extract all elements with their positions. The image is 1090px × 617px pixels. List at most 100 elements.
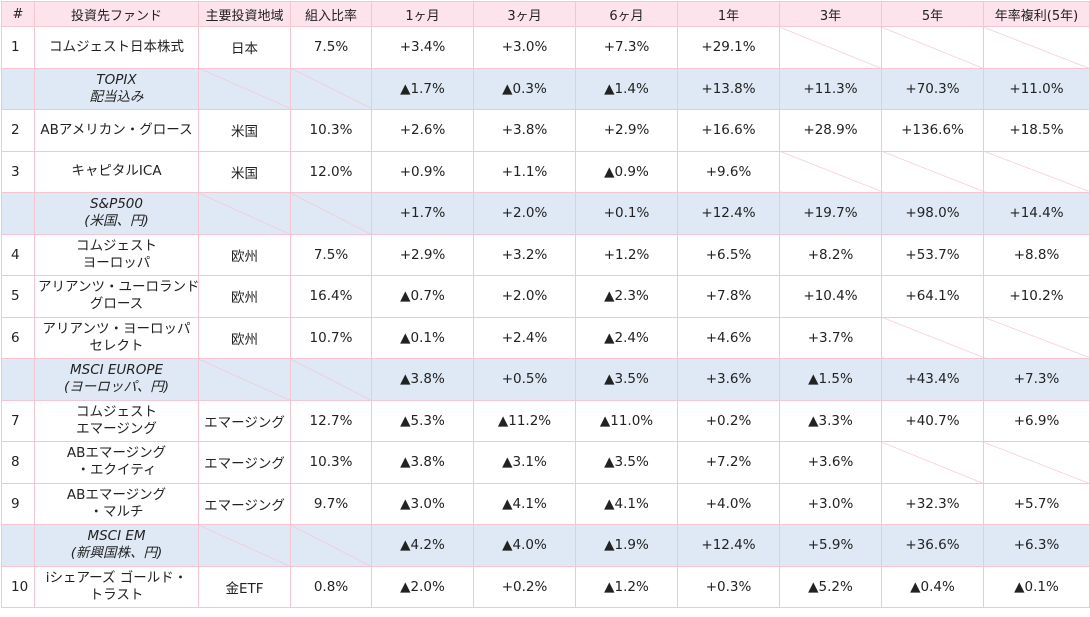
- return-cell: +10.2%: [983, 275, 1090, 318]
- region-cell: エマージング: [198, 482, 291, 525]
- region-cell: エマージング: [198, 441, 291, 484]
- fund-name-line: ヨーロッパ: [82, 254, 151, 271]
- fund-name-cell: アリアンツ・ヨーロッパ セレクト: [34, 316, 199, 359]
- header-cell-no: #: [1, 1, 35, 27]
- return-cell: +1.1%: [473, 150, 576, 193]
- return-cell: +2.6%: [371, 109, 474, 152]
- table-row: 4 コムジェスト ヨーロッパ 欧州 7.5% +2.9% +3.2% +1.2% +6.5% +8…: [1, 233, 1090, 276]
- return-cell: ▲3.0%: [371, 482, 474, 525]
- return-cell: ▲0.9%: [575, 150, 678, 193]
- weight-cell: 0.8%: [290, 565, 372, 608]
- return-cell: +3.6%: [677, 358, 780, 401]
- header-cell-region: 主要投資地域: [198, 1, 291, 27]
- fund-name-line: グロース: [89, 296, 144, 313]
- fund-name-cell: キャピタルICA: [34, 150, 199, 193]
- return-cell: +7.2%: [677, 441, 780, 484]
- return-cell: +3.8%: [473, 109, 576, 152]
- table-row: 9 ABエマージング ・マルチ エマージング 9.7% ▲3.0% ▲4.1% ▲4.1% +4…: [1, 482, 1090, 525]
- weight-cell: 12.0%: [290, 150, 372, 193]
- return-cell: +136.6%: [881, 109, 984, 152]
- return-cell: +5.7%: [983, 482, 1090, 525]
- return-cell: +4.0%: [677, 482, 780, 525]
- fund-name-cell: MSCI EM (新興国株、円): [34, 524, 199, 567]
- return-cell: +28.9%: [779, 109, 882, 152]
- return-cell: +8.2%: [779, 233, 882, 276]
- return-cell: +32.3%: [881, 482, 984, 525]
- return-cell: +6.5%: [677, 233, 780, 276]
- return-cell: ▲4.1%: [575, 482, 678, 525]
- fund-name-line: (ヨーロッパ、円): [63, 379, 170, 396]
- return-cell: +1.7%: [371, 192, 474, 235]
- weight-cell: 10.7%: [290, 316, 372, 359]
- header-cell-1y: 1年: [677, 1, 780, 27]
- return-cell: +2.9%: [575, 109, 678, 152]
- return-cell: +19.7%: [779, 192, 882, 235]
- return-cell: ▲3.8%: [371, 441, 474, 484]
- header-cell-3m: 3ヶ月: [473, 1, 576, 27]
- row-number-cell: 7: [1, 399, 35, 442]
- row-number-cell: 4: [1, 233, 35, 276]
- table-row: 2 ABアメリカン・グロース 米国 10.3% +2.6% +3.8% +2.9% +16.6…: [1, 109, 1090, 152]
- row-number-cell: [1, 358, 35, 401]
- return-cell: +3.0%: [779, 482, 882, 525]
- return-cell: +98.0%: [881, 192, 984, 235]
- fund-name-line: MSCI EM: [87, 528, 146, 545]
- header-cell-fund: 投資先ファンド: [34, 1, 199, 27]
- return-cell: +0.2%: [473, 565, 576, 608]
- benchmark-row: MSCI EUROPE (ヨーロッパ、円) ▲3.8% +0.5% ▲3.5% +3.6%…: [1, 358, 1090, 401]
- return-cell: ▲1.4%: [575, 67, 678, 110]
- header-cell-6m: 6ヶ月: [575, 1, 678, 27]
- return-cell: +11.0%: [983, 67, 1090, 110]
- return-cell: ▲1.9%: [575, 524, 678, 567]
- weight-cell: 10.3%: [290, 109, 372, 152]
- return-cell: +0.2%: [677, 399, 780, 442]
- weight-cell: 10.3%: [290, 441, 372, 484]
- fund-name-line: MSCI EUROPE: [69, 362, 163, 379]
- row-number-cell: 2: [1, 109, 35, 152]
- header-cell-weight: 組入比率: [290, 1, 372, 27]
- fund-name-cell: MSCI EUROPE (ヨーロッパ、円): [34, 358, 199, 401]
- benchmark-row: S&P500 (米国、円) +1.7% +2.0% +0.1% +12.4% +19.7% +…: [1, 192, 1090, 235]
- fund-name-cell: ABアメリカン・グロース: [34, 109, 199, 152]
- table-row: 10 iシェアーズ ゴールド・ トラスト 金ETF 0.8% ▲2.0% +0.2% ▲1.2…: [1, 565, 1090, 608]
- fund-name-cell: iシェアーズ ゴールド・ トラスト: [34, 565, 199, 608]
- fund-name-line: TOPIX: [96, 71, 137, 88]
- row-number-cell: 5: [1, 275, 35, 318]
- weight-cell: 16.4%: [290, 275, 372, 318]
- return-cell: [983, 26, 1090, 69]
- region-cell: 欧州: [198, 233, 291, 276]
- return-cell: [881, 316, 984, 359]
- table-row: 8 ABエマージング ・エクイティ エマージング 10.3% ▲3.8% ▲3.1% ▲3.5…: [1, 441, 1090, 484]
- region-cell: 米国: [198, 109, 291, 152]
- return-cell: +3.4%: [371, 26, 474, 69]
- return-cell: ▲11.2%: [473, 399, 576, 442]
- fund-name-line: 配当込み: [89, 88, 144, 105]
- row-number-cell: 3: [1, 150, 35, 193]
- fund-name-cell: アリアンツ・ユーロランド グロース: [34, 275, 199, 318]
- return-cell: ▲0.1%: [983, 565, 1090, 608]
- return-cell: +9.6%: [677, 150, 780, 193]
- return-cell: ▲4.0%: [473, 524, 576, 567]
- return-cell: ▲5.2%: [779, 565, 882, 608]
- return-cell: +2.0%: [473, 192, 576, 235]
- region-cell: 米国: [198, 150, 291, 193]
- fund-name-line: iシェアーズ ゴールド・: [45, 569, 188, 586]
- return-cell: +3.6%: [779, 441, 882, 484]
- row-number-cell: 6: [1, 316, 35, 359]
- row-number-cell: 10: [1, 565, 35, 608]
- return-cell: +8.8%: [983, 233, 1090, 276]
- return-cell: [983, 441, 1090, 484]
- fund-name-line: コムジェスト: [76, 237, 157, 254]
- return-cell: +2.4%: [473, 316, 576, 359]
- fund-name-line: (新興国株、円): [70, 545, 163, 562]
- row-number-cell: 8: [1, 441, 35, 484]
- return-cell: +4.6%: [677, 316, 780, 359]
- return-cell: ▲1.2%: [575, 565, 678, 608]
- return-cell: [881, 26, 984, 69]
- return-cell: +6.3%: [983, 524, 1090, 567]
- benchmark-row: MSCI EM (新興国株、円) ▲4.2% ▲4.0% ▲1.9% +12.4% +5.9…: [1, 524, 1090, 567]
- table-row: 1 コムジェスト日本株式 日本 7.5% +3.4% +3.0% +7.3% +29.1%: [1, 26, 1090, 69]
- region-cell: [198, 358, 291, 401]
- table-row: 3 キャピタルICA 米国 12.0% +0.9% +1.1% ▲0.9% +9.6%: [1, 150, 1090, 193]
